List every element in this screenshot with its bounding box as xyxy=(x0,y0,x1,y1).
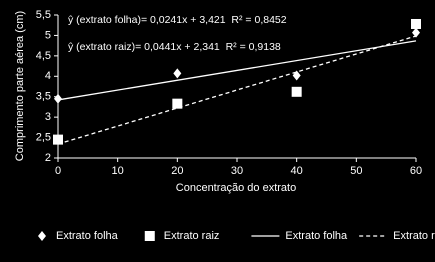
diamond-marker xyxy=(38,231,46,241)
x-tick-label: 30 xyxy=(231,165,243,177)
legend-label: Extrato raiz xyxy=(164,230,220,242)
x-tick-label: 60 xyxy=(410,165,422,177)
diamond-marker xyxy=(412,27,420,38)
y-tick-label: 5 xyxy=(45,29,51,41)
y-tick-label: 4,5 xyxy=(36,50,51,62)
square-marker xyxy=(291,86,302,97)
legend-label: Extrato raiz xyxy=(393,230,435,242)
x-tick-label: 50 xyxy=(350,165,362,177)
annotation: ŷ (extrato folha)= 0,0241x + 3,421 R² = … xyxy=(68,14,287,26)
trend-line xyxy=(57,40,417,101)
x-tick-label: 40 xyxy=(291,165,303,177)
legend-label: Extrato folha xyxy=(56,230,119,242)
x-tick-label: 0 xyxy=(55,165,61,177)
x-axis-title: Concentração do extrato xyxy=(176,182,296,194)
diamond-marker xyxy=(292,70,301,81)
trend-line xyxy=(57,35,417,145)
y-tick-label: 2,5 xyxy=(36,131,51,143)
x-tick-label: 20 xyxy=(171,165,183,177)
square-marker xyxy=(144,231,155,241)
diamond-marker xyxy=(54,93,62,104)
y-tick-label: 2 xyxy=(45,152,51,164)
y-tick-label: 5,5 xyxy=(36,9,51,21)
diamond-marker xyxy=(173,68,182,79)
legend-label: Extrato folha xyxy=(285,230,348,242)
y-tick-label: 3,5 xyxy=(36,91,51,103)
square-marker xyxy=(53,134,63,145)
square-marker xyxy=(172,98,183,109)
y-tick-label: 4 xyxy=(45,70,51,82)
square-marker xyxy=(411,18,421,29)
x-tick-label: 10 xyxy=(112,165,124,177)
y-tick-label: 3 xyxy=(45,111,51,123)
annotation: ŷ (extrato raiz)= 0,0441x + 2,341 R² = 0… xyxy=(68,41,281,53)
y-axis-title: Comprimento parte aérea (cm) xyxy=(14,11,26,161)
